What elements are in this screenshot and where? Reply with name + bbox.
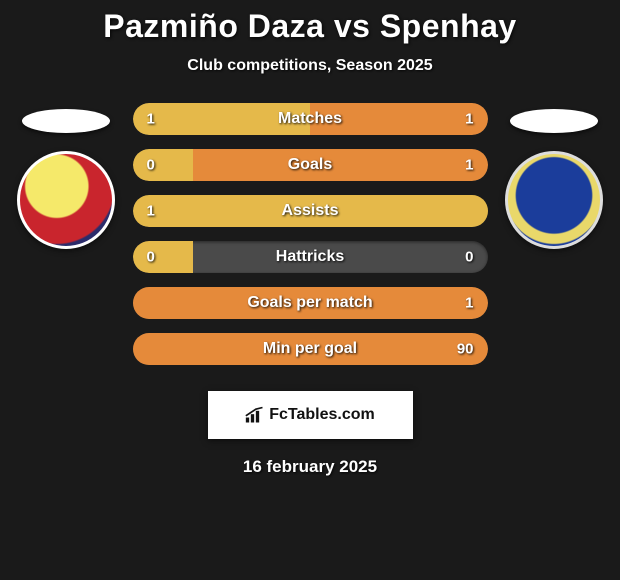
brand-text: FcTables.com <box>269 406 375 424</box>
stat-value-right: 1 <box>465 295 473 312</box>
stat-value-right: 1 <box>465 111 473 128</box>
bar-fill-left <box>133 241 193 273</box>
left-flag <box>22 109 110 133</box>
chart-icon <box>245 406 265 424</box>
bar-fill-left <box>133 149 193 181</box>
stat-value-left: 0 <box>147 157 155 174</box>
date-text: 16 february 2025 <box>0 457 620 477</box>
stat-label: Min per goal <box>263 340 357 358</box>
left-side <box>14 103 119 249</box>
brand-badge: FcTables.com <box>208 391 413 439</box>
stat-row: 0 Goals 1 <box>133 149 488 181</box>
stat-row: 1 Matches 1 <box>133 103 488 135</box>
stat-label: Hattricks <box>276 248 344 266</box>
stat-label: Assists <box>282 202 339 220</box>
left-crest <box>17 151 115 249</box>
page-title: Pazmiño Daza vs Spenhay <box>0 8 620 45</box>
stat-value-left: 1 <box>147 203 155 220</box>
stat-value-right: 1 <box>465 157 473 174</box>
right-side <box>502 103 607 249</box>
right-flag <box>510 109 598 133</box>
stat-row: 1 Assists <box>133 195 488 227</box>
stat-row: Goals per match 1 <box>133 287 488 319</box>
stat-bars: 1 Matches 1 0 Goals 1 1 Assists 0 Hattricks 0 Goals… <box>133 103 488 365</box>
stat-value-left: 1 <box>147 111 155 128</box>
bar-fill-right <box>193 149 488 181</box>
stat-value-left: 0 <box>147 249 155 266</box>
stat-row: Min per goal 90 <box>133 333 488 365</box>
comparison-content: 1 Matches 1 0 Goals 1 1 Assists 0 Hattricks 0 Goals… <box>0 103 620 365</box>
stat-label: Goals <box>288 156 332 174</box>
stat-row: 0 Hattricks 0 <box>133 241 488 273</box>
stat-value-right: 90 <box>457 341 474 358</box>
stat-value-right: 0 <box>465 249 473 266</box>
subtitle: Club competitions, Season 2025 <box>0 57 620 75</box>
right-crest <box>505 151 603 249</box>
stat-label: Matches <box>278 110 342 128</box>
stat-label: Goals per match <box>247 294 372 312</box>
